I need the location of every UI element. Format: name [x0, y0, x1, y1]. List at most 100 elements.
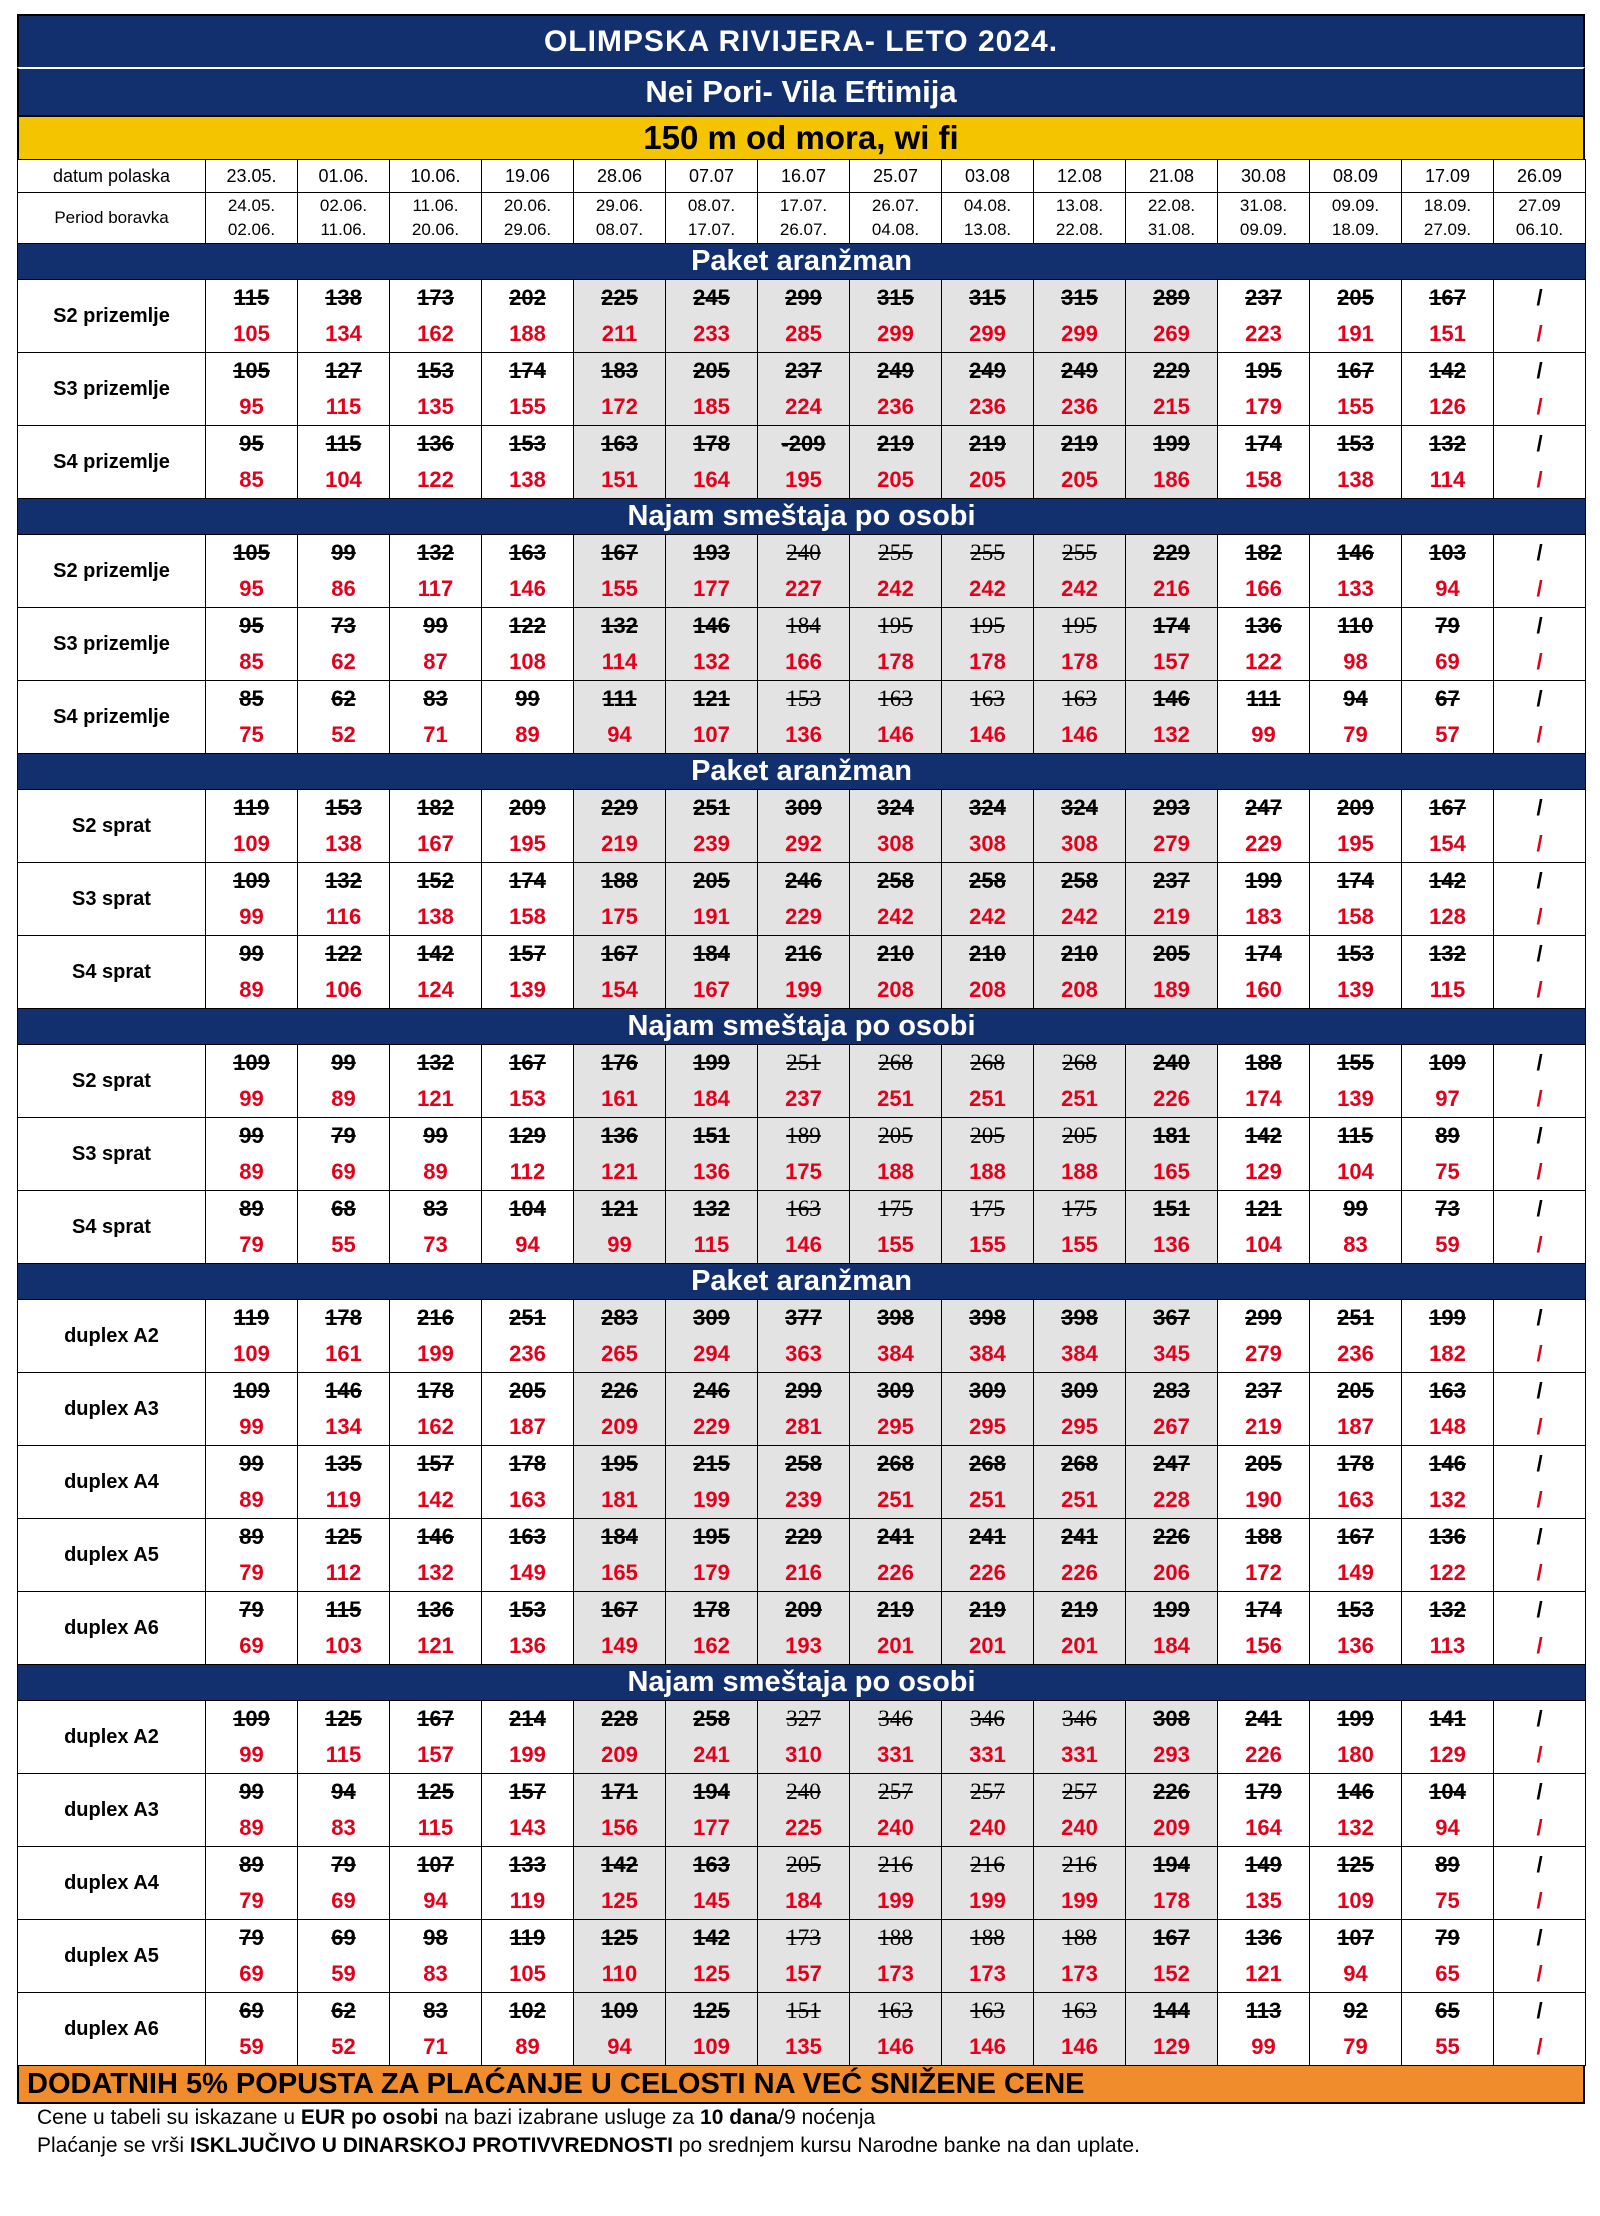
new-price: 146	[849, 2029, 942, 2066]
new-price: 240	[849, 1810, 942, 1847]
new-price: 114	[573, 644, 666, 681]
old-price: 121	[665, 680, 758, 717]
old-price: 163	[849, 680, 942, 717]
room-type-label: S3 prizemlje	[17, 607, 206, 681]
new-price: 135	[389, 389, 482, 426]
room-type-label: duplex A5	[17, 1919, 206, 1993]
new-price: 295	[941, 1409, 1034, 1446]
old-price: 109	[205, 1372, 298, 1409]
old-price: 142	[1217, 1117, 1310, 1154]
period-end: 22.08.	[1055, 220, 1104, 239]
old-price: 146	[1401, 1445, 1494, 1482]
old-price: 194	[665, 1773, 758, 1810]
old-price: 219	[1033, 1591, 1126, 1628]
new-price: 187	[481, 1409, 574, 1446]
old-price: 99	[389, 607, 482, 644]
price-row-new: 109 161 199 236 265 294 363 384 384 384 345 279 236 1…	[18, 1336, 1586, 1373]
old-price: 398	[1033, 1299, 1126, 1336]
new-price: 87	[389, 644, 482, 681]
new-price: 187	[1309, 1409, 1402, 1446]
old-price: 315	[941, 279, 1034, 316]
departure-date: 07.07	[665, 159, 758, 193]
old-price: 125	[573, 1919, 666, 1956]
new-price: 184	[665, 1081, 758, 1118]
new-price: 167	[665, 972, 758, 1009]
new-price: 209	[1125, 1810, 1218, 1847]
period-end: 31.08.	[1147, 220, 1196, 239]
new-price: 299	[849, 316, 942, 353]
room-type-label: duplex A5	[17, 1518, 206, 1592]
period-cell: 22.08. 31.08.	[1125, 192, 1218, 244]
section-header: Paket aranžman	[17, 753, 1586, 790]
new-price: 110	[573, 1956, 666, 1993]
period-cell: 13.08. 22.08.	[1033, 192, 1126, 244]
room-type-label: S4 sprat	[17, 935, 206, 1009]
new-price: 226	[1217, 1737, 1310, 1774]
old-price: 151	[1125, 1190, 1218, 1227]
old-price: 107	[1309, 1919, 1402, 1956]
new-price: 94	[1309, 1956, 1402, 1993]
old-price: 219	[941, 1591, 1034, 1628]
section-header: Najam smeštaja po osobi	[17, 1008, 1586, 1045]
new-price: 195	[757, 462, 850, 499]
new-price: 166	[1217, 571, 1310, 608]
new-price: 205	[849, 462, 942, 499]
new-price: 265	[573, 1336, 666, 1373]
room-type-label: S3 prizemlje	[17, 352, 206, 426]
new-price: 205	[941, 462, 1034, 499]
departure-date: 30.08	[1217, 159, 1310, 193]
new-price: 148	[1401, 1409, 1494, 1446]
old-price: 249	[849, 352, 942, 389]
period-end: 17.07.	[687, 220, 736, 239]
new-price: 242	[941, 899, 1034, 936]
old-price: 209	[1309, 789, 1402, 826]
price-row-new: 109 138 167 195 219 239 292 308 308 308 279 229 195 1…	[18, 826, 1586, 863]
price-row-old: S2 sprat 119 153 182 209 229 251 309 324 324 324 29…	[17, 789, 1586, 863]
new-price: 119	[297, 1482, 390, 1519]
old-price: 132	[389, 534, 482, 571]
old-price: 219	[1033, 425, 1126, 462]
new-price: 121	[389, 1081, 482, 1118]
price-row-new: 99 89 121 153 161 184 237 251 251 251 226 174 139 97/	[18, 1081, 1586, 1118]
new-price: 191	[1309, 316, 1402, 353]
new-price: 240	[1033, 1810, 1126, 1847]
new-price: 155	[481, 389, 574, 426]
new-price: 172	[573, 389, 666, 426]
old-price: 268	[849, 1445, 942, 1482]
old-price: 205	[665, 352, 758, 389]
new-price: 79	[1309, 717, 1402, 754]
new-price: 209	[573, 1737, 666, 1774]
old-price: 257	[1033, 1773, 1126, 1810]
old-price: 153	[1309, 425, 1402, 462]
new-price: 65	[1401, 1956, 1494, 1993]
new-price: 299	[1033, 316, 1126, 353]
new-price: 99	[205, 1409, 298, 1446]
new-price: 236	[1309, 1336, 1402, 1373]
price-row-new: 79 69 94 119 125 145 184 199 199 199 178 135 109 75/	[18, 1883, 1586, 1920]
room-type-label: S4 sprat	[17, 1190, 206, 1264]
old-price: 398	[849, 1299, 942, 1336]
room-type-label: S2 sprat	[17, 1044, 206, 1118]
old-price: 109	[205, 1700, 298, 1737]
old-price: 258	[665, 1700, 758, 1737]
old-price: 138	[297, 279, 390, 316]
old-price: 142	[389, 935, 482, 972]
price-row-old: S4 prizemlje 85 62 83 99 111 121 153 163 163 163 14…	[17, 680, 1586, 754]
old-price: 132	[665, 1190, 758, 1227]
departure-row: datum polaska 23.05. 01.06. 10.06. 19.06 28.0…	[17, 159, 1586, 193]
new-price: 223	[1217, 316, 1310, 353]
old-price: 79	[205, 1919, 298, 1956]
old-price: 188	[573, 862, 666, 899]
old-price: 299	[757, 1372, 850, 1409]
old-price: 151	[665, 1117, 758, 1154]
old-price: 153	[389, 352, 482, 389]
period-end: 11.06.	[320, 220, 367, 239]
new-price: 62	[297, 644, 390, 681]
new-price: 133	[1309, 571, 1402, 608]
old-price: /	[1493, 534, 1586, 571]
section-header: Najam smeštaja po osobi	[17, 498, 1586, 535]
old-price: 163	[941, 1992, 1034, 2029]
period-end: 09.09.	[1239, 220, 1288, 239]
old-price: 163	[757, 1190, 850, 1227]
new-price: 190	[1217, 1482, 1310, 1519]
